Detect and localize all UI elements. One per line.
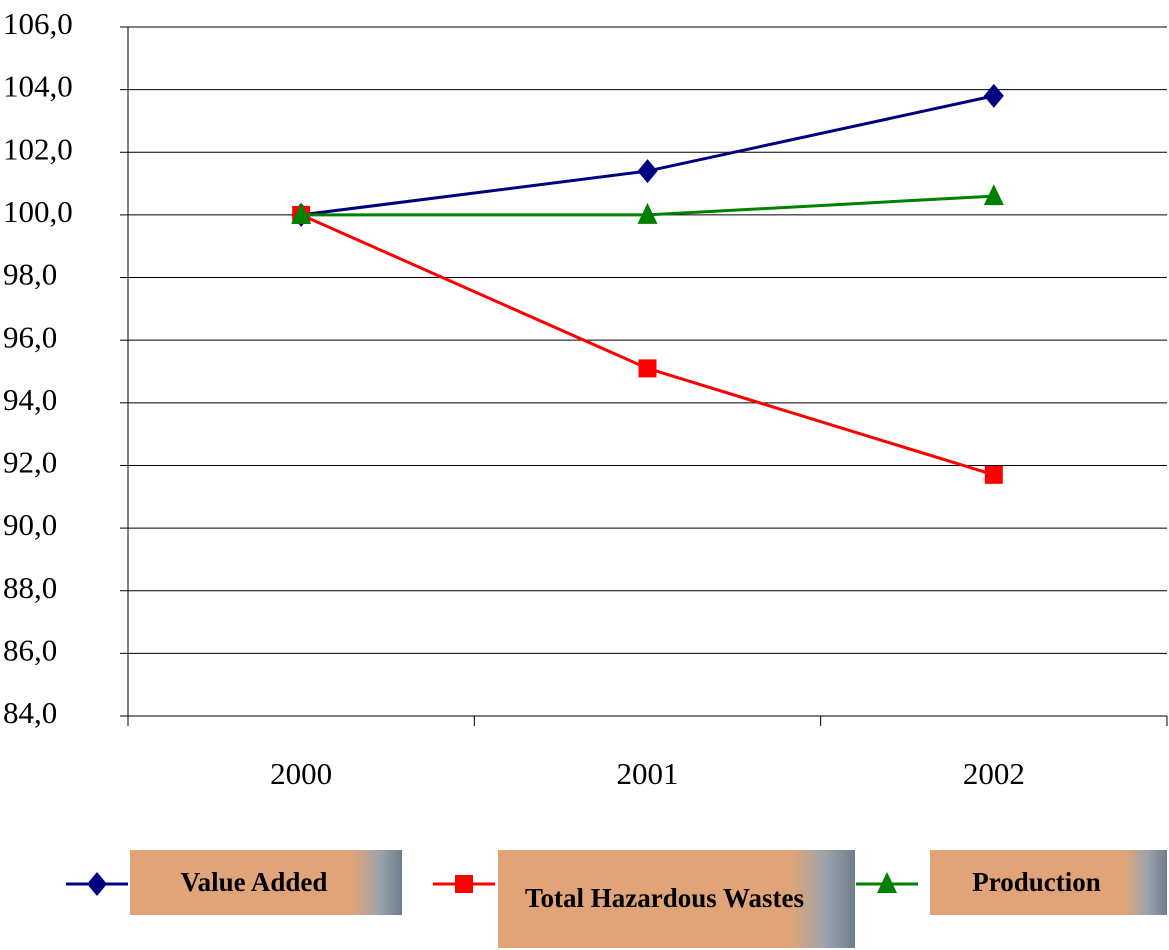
y-tick-label: 84,0 — [3, 695, 57, 730]
series-line — [301, 96, 994, 215]
marker — [638, 159, 658, 183]
x-tick-label: 2001 — [617, 756, 679, 791]
series-line — [301, 215, 994, 475]
y-tick-label: 102,0 — [3, 131, 73, 166]
legend-label: Value Added — [130, 850, 402, 915]
y-tick-label: 106,0 — [3, 6, 73, 41]
marker — [639, 359, 657, 377]
y-tick-label: 86,0 — [3, 632, 57, 667]
y-tick-label: 92,0 — [3, 445, 57, 480]
marker — [985, 466, 1003, 484]
chart: 84,0 86,0 88,0 90,0 92,0 94,0 96,0 98,0 100,0 102… — [0, 0, 1169, 950]
legend-label: Total Hazardous Wastes — [498, 850, 855, 948]
y-tick-label: 104,0 — [3, 69, 73, 104]
y-tick-label: 94,0 — [3, 382, 57, 417]
marker — [984, 184, 1004, 205]
marker — [87, 872, 107, 896]
x-tick-label: 2000 — [270, 756, 332, 791]
y-tick-label: 88,0 — [3, 570, 57, 605]
y-tick-label: 98,0 — [3, 257, 57, 292]
marker — [984, 84, 1004, 108]
legend-label: Production — [930, 850, 1167, 915]
y-tick-label: 96,0 — [3, 319, 57, 354]
marker — [455, 875, 473, 893]
y-tick-label: 100,0 — [3, 194, 73, 229]
x-tick-label: 2002 — [963, 756, 1025, 791]
y-tick-label: 90,0 — [3, 507, 57, 542]
chart-page: 84,0 86,0 88,0 90,0 92,0 94,0 96,0 98,0 100,0 102… — [0, 0, 1169, 950]
